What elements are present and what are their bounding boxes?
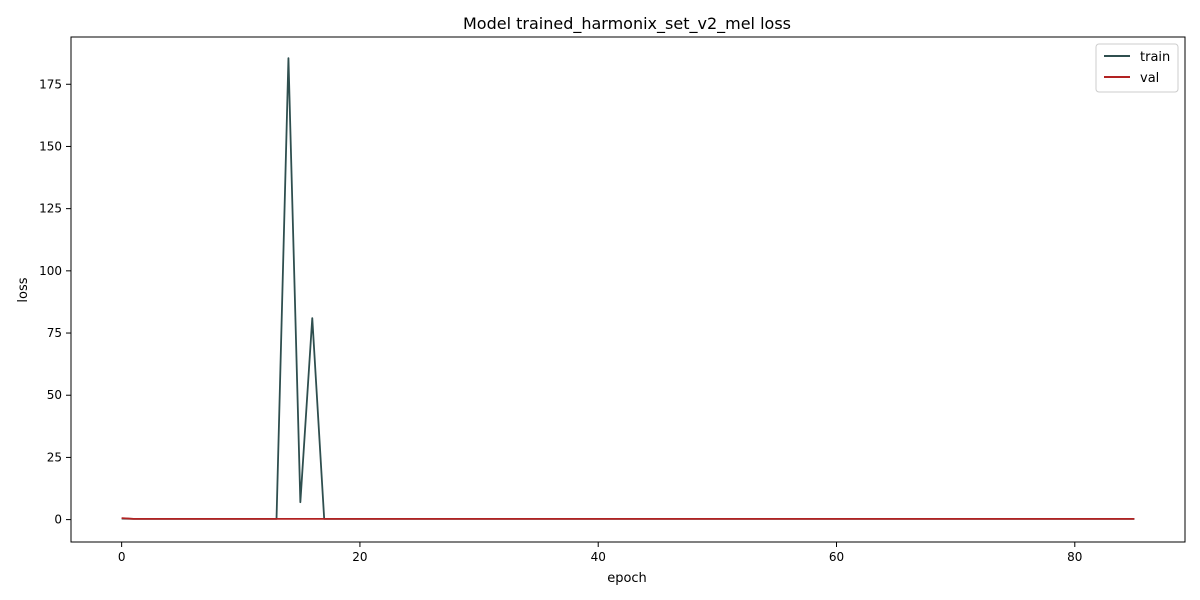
series-lines [121,57,1135,520]
y-axis: 0 25 50 75 100 125 150 175 [39,77,71,527]
x-axis: 0 20 40 60 80 [118,542,1082,564]
y-tick-label: 175 [39,77,62,91]
chart-title: Model trained_harmonix_set_v2_mel loss [463,14,791,34]
legend-label-train: train [1140,50,1170,65]
x-tick-label: 20 [352,550,367,564]
y-tick-label: 125 [39,202,62,216]
y-tick-label: 150 [39,139,62,153]
legend-label-val: val [1140,71,1159,86]
y-tick-label: 75 [47,326,62,340]
x-tick-label: 60 [829,550,844,564]
legend: train val [1095,43,1179,93]
x-axis-label: epoch [607,571,647,586]
y-tick-label: 100 [39,264,62,278]
y-tick-label: 50 [47,388,62,402]
series-line-val [121,517,1135,520]
x-tick-label: 40 [591,550,606,564]
x-tick-label: 0 [118,550,126,564]
y-tick-label: 0 [54,513,62,527]
x-tick-label: 80 [1067,550,1082,564]
y-axis-label: loss [16,277,31,302]
y-tick-label: 25 [47,450,62,464]
plot-area [70,36,1186,543]
